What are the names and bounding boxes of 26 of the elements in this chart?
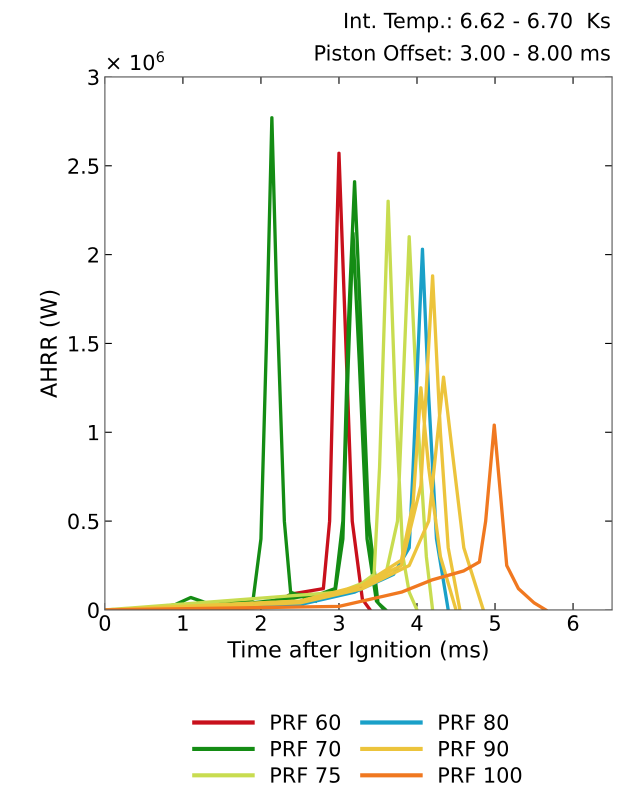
y-tick-label: 3 <box>88 69 98 86</box>
x-axis-title: Time after Ignition (ms) <box>227 640 488 662</box>
x-tick-label: 1 <box>178 615 188 631</box>
x-tick-label: 5 <box>490 615 500 631</box>
y-tick-label: 2 <box>88 247 98 263</box>
x-tick-label: 3 <box>334 615 344 631</box>
y-tick-label: 0.5 <box>68 514 98 530</box>
line-series <box>104 423 548 610</box>
legend-label: PRF 80 <box>439 714 508 730</box>
legend-label: PRF 60 <box>271 714 340 730</box>
y-tick-label: 1.5 <box>69 336 98 352</box>
chart-subtitle: Piston Offset: 3.00 - 8.00 ms <box>316 44 610 61</box>
x-tick-label: 4 <box>411 615 422 631</box>
y-tick-label: 1 <box>89 424 98 440</box>
text: × 10$^{6}$ <box>108 51 164 70</box>
legend-label: PRF 75 <box>271 767 340 783</box>
legend-label: PRF 100 <box>439 767 522 783</box>
y-tick-label: 0 <box>88 602 99 618</box>
legend-label: PRF 90 <box>439 740 508 756</box>
y-tick-label: 2.5 <box>68 158 98 174</box>
y-axis-title: AHRR (W) <box>40 290 60 398</box>
chart-title: Int. Temp.: 6.62 - 6.70 Ks <box>345 12 610 32</box>
x-tick-label: 0 <box>100 615 110 631</box>
x-tick-label: 6 <box>568 615 578 631</box>
legend-label: PRF 70 <box>271 740 340 756</box>
x-tick-label: 2 <box>256 615 266 631</box>
